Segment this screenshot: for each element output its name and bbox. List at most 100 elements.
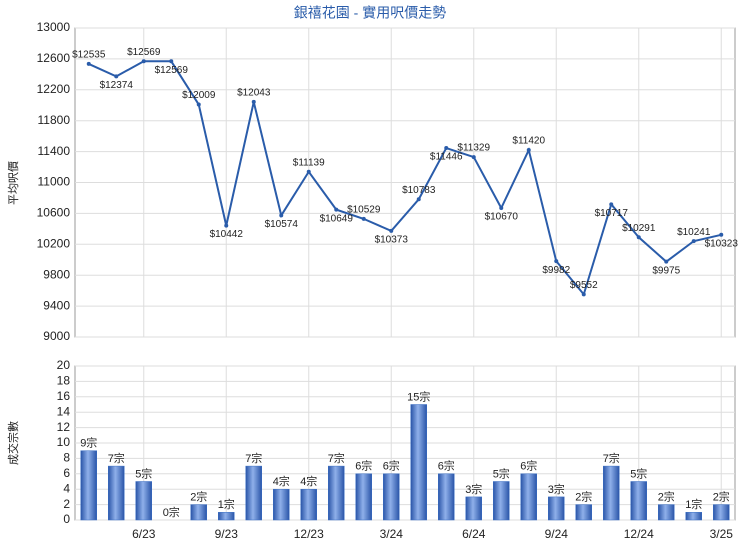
data-label: 5宗 bbox=[630, 466, 647, 480]
data-label: 9宗 bbox=[80, 436, 97, 450]
data-label: $12569 bbox=[127, 47, 161, 58]
y-tick-label: 12200 bbox=[37, 82, 71, 96]
data-label: $12009 bbox=[182, 90, 216, 101]
y-tick-label: 6 bbox=[63, 466, 70, 480]
point bbox=[114, 74, 119, 79]
bar bbox=[493, 481, 510, 521]
data-label: $10574 bbox=[265, 219, 299, 230]
bar bbox=[548, 496, 565, 521]
point bbox=[141, 59, 146, 64]
data-label: 5宗 bbox=[135, 466, 152, 480]
bar bbox=[438, 473, 455, 521]
data-label: 2宗 bbox=[658, 490, 675, 504]
bar bbox=[685, 512, 702, 521]
y-tick-label: 10200 bbox=[37, 236, 71, 250]
bar bbox=[190, 504, 207, 521]
bar bbox=[713, 504, 730, 521]
data-label: $10241 bbox=[677, 227, 711, 238]
data-label: 6宗 bbox=[383, 459, 400, 473]
data-label: $9975 bbox=[652, 265, 680, 276]
data-label: 6宗 bbox=[355, 459, 372, 473]
bar bbox=[245, 465, 262, 521]
bar bbox=[135, 481, 152, 521]
data-label: $10529 bbox=[347, 205, 381, 216]
data-label: 3宗 bbox=[548, 482, 565, 496]
point bbox=[306, 169, 311, 174]
data-label: 6宗 bbox=[438, 459, 455, 473]
point bbox=[251, 99, 256, 104]
data-label: 15宗 bbox=[407, 389, 430, 403]
data-label: 2宗 bbox=[713, 490, 730, 504]
x-tick-label: 9/23 bbox=[215, 527, 239, 541]
data-label: 7宗 bbox=[108, 451, 125, 465]
point bbox=[444, 146, 449, 151]
x-tick-label: 6/23 bbox=[132, 527, 156, 541]
bar bbox=[658, 504, 675, 521]
chart-title: 銀禧花園 - 實用呎價走勢 bbox=[294, 5, 446, 21]
data-label: 4宗 bbox=[300, 474, 317, 488]
data-label: 1宗 bbox=[218, 497, 235, 511]
data-label: 5宗 bbox=[493, 466, 510, 480]
y-tick-label: 10 bbox=[57, 435, 71, 449]
point bbox=[526, 148, 531, 153]
data-label: 7宗 bbox=[328, 451, 345, 465]
point bbox=[664, 259, 669, 264]
bar bbox=[383, 473, 400, 521]
point bbox=[196, 102, 201, 107]
point bbox=[471, 155, 476, 160]
data-label: $10373 bbox=[375, 235, 409, 246]
data-label: $11420 bbox=[512, 136, 545, 147]
data-label: $11139 bbox=[293, 157, 325, 168]
y-tick-label: 18 bbox=[57, 374, 71, 388]
point bbox=[499, 205, 504, 210]
y-tick-label: 9000 bbox=[43, 329, 70, 343]
data-label: $10649 bbox=[320, 213, 354, 224]
data-label: 3宗 bbox=[465, 482, 482, 496]
point bbox=[279, 213, 284, 218]
x-tick-label: 6/24 bbox=[462, 527, 486, 541]
data-label: 7宗 bbox=[245, 451, 262, 465]
data-label: 4宗 bbox=[273, 474, 290, 488]
data-label: 6宗 bbox=[520, 459, 537, 473]
y-tick-label: 11000 bbox=[38, 175, 71, 189]
data-label: $9982 bbox=[542, 265, 570, 276]
y-axis-label: 平均呎價 bbox=[6, 161, 20, 205]
y-tick-label: 2 bbox=[63, 497, 70, 511]
bar bbox=[603, 465, 620, 521]
bar bbox=[410, 404, 427, 521]
y-tick-label: 10600 bbox=[37, 206, 71, 220]
data-label: 7宗 bbox=[603, 451, 620, 465]
x-tick-label: 12/23 bbox=[294, 527, 324, 541]
y-tick-label: 11800 bbox=[38, 113, 71, 127]
data-label: $12569 bbox=[155, 65, 189, 76]
point bbox=[86, 61, 91, 66]
point bbox=[581, 292, 586, 297]
bar bbox=[273, 488, 290, 521]
point bbox=[609, 202, 614, 207]
y-tick-label: 8 bbox=[63, 451, 70, 465]
x-tick-label: 12/24 bbox=[624, 527, 654, 541]
data-label: 2宗 bbox=[575, 490, 592, 504]
y-tick-label: 9400 bbox=[43, 298, 70, 312]
bar bbox=[108, 465, 125, 521]
point bbox=[554, 259, 559, 264]
data-label: 1宗 bbox=[685, 497, 702, 511]
data-label: $10442 bbox=[210, 229, 244, 240]
y-tick-label: 16 bbox=[57, 389, 71, 403]
y-tick-label: 12600 bbox=[37, 51, 71, 65]
data-label: $9552 bbox=[570, 280, 598, 291]
data-label: $12535 bbox=[72, 50, 106, 61]
data-label: $12043 bbox=[237, 88, 271, 99]
y-tick-label: 20 bbox=[57, 358, 71, 372]
data-label: $12374 bbox=[100, 80, 134, 91]
point bbox=[636, 235, 641, 240]
x-tick-label: 9/24 bbox=[545, 527, 569, 541]
bar bbox=[355, 473, 372, 521]
y-tick-label: 14 bbox=[57, 404, 71, 418]
point bbox=[169, 59, 174, 64]
bar bbox=[218, 512, 235, 521]
point bbox=[691, 239, 696, 244]
price-line bbox=[88, 60, 722, 297]
y-axis-label: 成交宗數 bbox=[6, 421, 20, 465]
